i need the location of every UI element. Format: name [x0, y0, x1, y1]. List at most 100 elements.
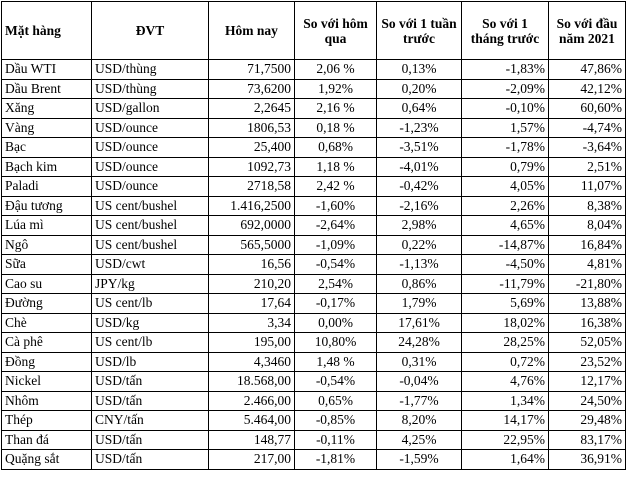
- vs-yesterday-cell: -0,17%: [294, 293, 377, 314]
- today-price-cell: 148,77: [208, 429, 295, 450]
- today-price-cell: 25,400: [208, 137, 295, 158]
- vs-year-start-cell: 8,04%: [548, 215, 626, 236]
- unit-cell: USD/ounce: [91, 176, 209, 197]
- commodity-cell: Đường: [1, 293, 92, 314]
- table-body: Dầu WTI USD/thùng 71,7500 2,06 % 0,13% -1,83%…: [1, 59, 626, 470]
- header-today: Hôm nay: [208, 1, 295, 60]
- today-price-cell: 692,0000: [208, 215, 295, 236]
- today-price-cell: 565,5000: [208, 234, 295, 255]
- vs-1-month-cell: -1,83%: [461, 59, 549, 80]
- vs-1-month-cell: 5,69%: [461, 293, 549, 314]
- commodity-cell: Paladi: [1, 176, 92, 197]
- vs-1-week-cell: 24,28%: [376, 332, 462, 353]
- today-price-cell: 1806,53: [208, 117, 295, 138]
- commodity-cell: Dầu WTI: [1, 59, 92, 80]
- table-row: Vàng USD/ounce 1806,53 0,18 % -1,23% 1,57% -4,…: [1, 117, 626, 138]
- vs-year-start-cell: 16,84%: [548, 234, 626, 255]
- table-header-row: Mặt hàng ĐVT Hôm nay So với hôm qua So v…: [1, 1, 626, 60]
- unit-cell: USD/thùng: [91, 59, 209, 80]
- table-row: Dầu WTI USD/thùng 71,7500 2,06 % 0,13% -1,83%…: [1, 59, 626, 80]
- table-row: Cao su JPY/kg 210,20 2,54% 0,86% -11,79% -21,8…: [1, 273, 626, 294]
- vs-1-month-cell: -4,50%: [461, 254, 549, 275]
- vs-1-month-cell: 4,65%: [461, 215, 549, 236]
- vs-year-start-cell: 16,38%: [548, 312, 626, 333]
- vs-1-week-cell: -1,13%: [376, 254, 462, 275]
- commodity-cell: Quặng sắt: [1, 449, 92, 470]
- commodity-cell: Thép: [1, 410, 92, 431]
- table-row: Ngô US cent/bushel 565,5000 -1,09% 0,22% -14,…: [1, 234, 626, 255]
- unit-cell: JPY/kg: [91, 273, 209, 294]
- vs-year-start-cell: 36,91%: [548, 449, 626, 470]
- vs-1-week-cell: -0,42%: [376, 176, 462, 197]
- today-price-cell: 5.464,00: [208, 410, 295, 431]
- vs-1-month-cell: 28,25%: [461, 332, 549, 353]
- commodity-price-table: Mặt hàng ĐVT Hôm nay So với hôm qua So v…: [1, 1, 626, 470]
- vs-1-month-cell: 1,57%: [461, 117, 549, 138]
- table-row: Đậu tương US cent/bushel 1.416,2500 -1,60% -…: [1, 195, 626, 216]
- commodity-cell: Bạch kim: [1, 156, 92, 177]
- commodity-cell: Nickel: [1, 371, 92, 392]
- table-row: Nhôm USD/tấn 2.466,00 0,65% -1,77% 1,34% 24,50…: [1, 390, 626, 411]
- vs-1-week-cell: 8,20%: [376, 410, 462, 431]
- today-price-cell: 195,00: [208, 332, 295, 353]
- vs-1-week-cell: 0,86%: [376, 273, 462, 294]
- vs-year-start-cell: 2,51%: [548, 156, 626, 177]
- vs-1-week-cell: -1,59%: [376, 449, 462, 470]
- today-price-cell: 16,56: [208, 254, 295, 275]
- vs-1-month-cell: 4,76%: [461, 371, 549, 392]
- vs-1-week-cell: 0,22%: [376, 234, 462, 255]
- vs-yesterday-cell: 0,00%: [294, 312, 377, 333]
- unit-cell: USD/tấn: [91, 390, 209, 411]
- table-row: Than đá USD/tấn 148,77 -0,11% 4,25% 22,95% 83,…: [1, 429, 626, 450]
- today-price-cell: 4,3460: [208, 351, 295, 372]
- vs-yesterday-cell: 10,80%: [294, 332, 377, 353]
- vs-1-month-cell: 4,05%: [461, 176, 549, 197]
- vs-1-month-cell: -1,78%: [461, 137, 549, 158]
- commodity-cell: Cà phê: [1, 332, 92, 353]
- today-price-cell: 73,6200: [208, 78, 295, 99]
- commodity-cell: Ngô: [1, 234, 92, 255]
- vs-yesterday-cell: 2,54%: [294, 273, 377, 294]
- vs-1-month-cell: 1,34%: [461, 390, 549, 411]
- vs-year-start-cell: 4,81%: [548, 254, 626, 275]
- unit-cell: USD/gallon: [91, 98, 209, 119]
- vs-1-week-cell: 0,31%: [376, 351, 462, 372]
- vs-year-start-cell: 29,48%: [548, 410, 626, 431]
- table-row: Xăng USD/gallon 2,2645 2,16 % 0,64% -0,10% 60,…: [1, 98, 626, 119]
- table-row: Sữa USD/cwt 16,56 -0,54% -1,13% -4,50% 4,81%: [1, 254, 626, 275]
- vs-year-start-cell: 11,07%: [548, 176, 626, 197]
- commodity-cell: Dầu Brent: [1, 78, 92, 99]
- table-row: Paladi USD/ounce 2718,58 2,42 % -0,42% 4,05% 1…: [1, 176, 626, 197]
- table-row: Chè USD/kg 3,34 0,00% 17,61% 18,02% 16,38%: [1, 312, 626, 333]
- unit-cell: US cent/lb: [91, 332, 209, 353]
- vs-1-month-cell: -0,10%: [461, 98, 549, 119]
- unit-cell: USD/tấn: [91, 429, 209, 450]
- today-price-cell: 18.568,00: [208, 371, 295, 392]
- today-price-cell: 1.416,2500: [208, 195, 295, 216]
- unit-cell: USD/kg: [91, 312, 209, 333]
- commodity-cell: Sữa: [1, 254, 92, 275]
- vs-year-start-cell: 47,86%: [548, 59, 626, 80]
- today-price-cell: 17,64: [208, 293, 295, 314]
- vs-1-month-cell: 1,64%: [461, 449, 549, 470]
- vs-yesterday-cell: -1,09%: [294, 234, 377, 255]
- vs-1-week-cell: 0,64%: [376, 98, 462, 119]
- today-price-cell: 210,20: [208, 273, 295, 294]
- unit-cell: USD/ounce: [91, 137, 209, 158]
- unit-cell: USD/lb: [91, 351, 209, 372]
- unit-cell: USD/ounce: [91, 117, 209, 138]
- today-price-cell: 2718,58: [208, 176, 295, 197]
- vs-1-week-cell: -3,51%: [376, 137, 462, 158]
- table-row: Đường US cent/lb 17,64 -0,17% 1,79% 5,69% 13,8…: [1, 293, 626, 314]
- vs-1-month-cell: 2,26%: [461, 195, 549, 216]
- vs-yesterday-cell: 2,16 %: [294, 98, 377, 119]
- vs-yesterday-cell: 2,06 %: [294, 59, 377, 80]
- vs-1-month-cell: 0,79%: [461, 156, 549, 177]
- header-vs-1-week: So với 1 tuần trước: [376, 1, 462, 60]
- vs-year-start-cell: 52,05%: [548, 332, 626, 353]
- vs-year-start-cell: 13,88%: [548, 293, 626, 314]
- unit-cell: USD/thùng: [91, 78, 209, 99]
- header-vs-year-start: So với đầu năm 2021: [548, 1, 626, 60]
- vs-year-start-cell: 8,38%: [548, 195, 626, 216]
- unit-cell: USD/tấn: [91, 371, 209, 392]
